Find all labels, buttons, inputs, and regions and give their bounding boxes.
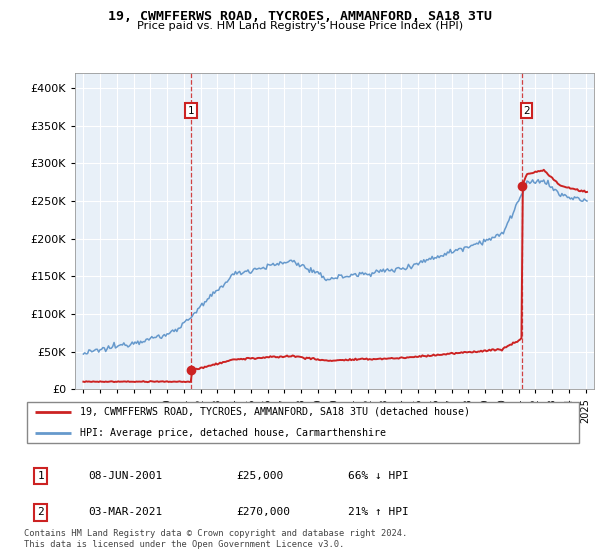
Text: 19, CWMFFERWS ROAD, TYCROES, AMMANFORD, SA18 3TU (detached house): 19, CWMFFERWS ROAD, TYCROES, AMMANFORD, … [80, 407, 470, 417]
Text: 66% ↓ HPI: 66% ↓ HPI [347, 471, 409, 481]
Text: Contains HM Land Registry data © Crown copyright and database right 2024.
This d: Contains HM Land Registry data © Crown c… [24, 529, 407, 549]
Text: 19, CWMFFERWS ROAD, TYCROES, AMMANFORD, SA18 3TU: 19, CWMFFERWS ROAD, TYCROES, AMMANFORD, … [108, 10, 492, 22]
Text: 2: 2 [37, 507, 44, 517]
Text: 03-MAR-2021: 03-MAR-2021 [88, 507, 163, 517]
Text: 1: 1 [188, 106, 194, 116]
Text: £25,000: £25,000 [236, 471, 283, 481]
Text: 1: 1 [37, 471, 44, 481]
Text: 08-JUN-2001: 08-JUN-2001 [88, 471, 163, 481]
Text: £270,000: £270,000 [236, 507, 290, 517]
Text: 21% ↑ HPI: 21% ↑ HPI [347, 507, 409, 517]
FancyBboxPatch shape [27, 402, 579, 443]
Text: 2: 2 [523, 106, 530, 116]
Text: Price paid vs. HM Land Registry's House Price Index (HPI): Price paid vs. HM Land Registry's House … [137, 21, 463, 31]
Text: HPI: Average price, detached house, Carmarthenshire: HPI: Average price, detached house, Carm… [80, 428, 386, 438]
